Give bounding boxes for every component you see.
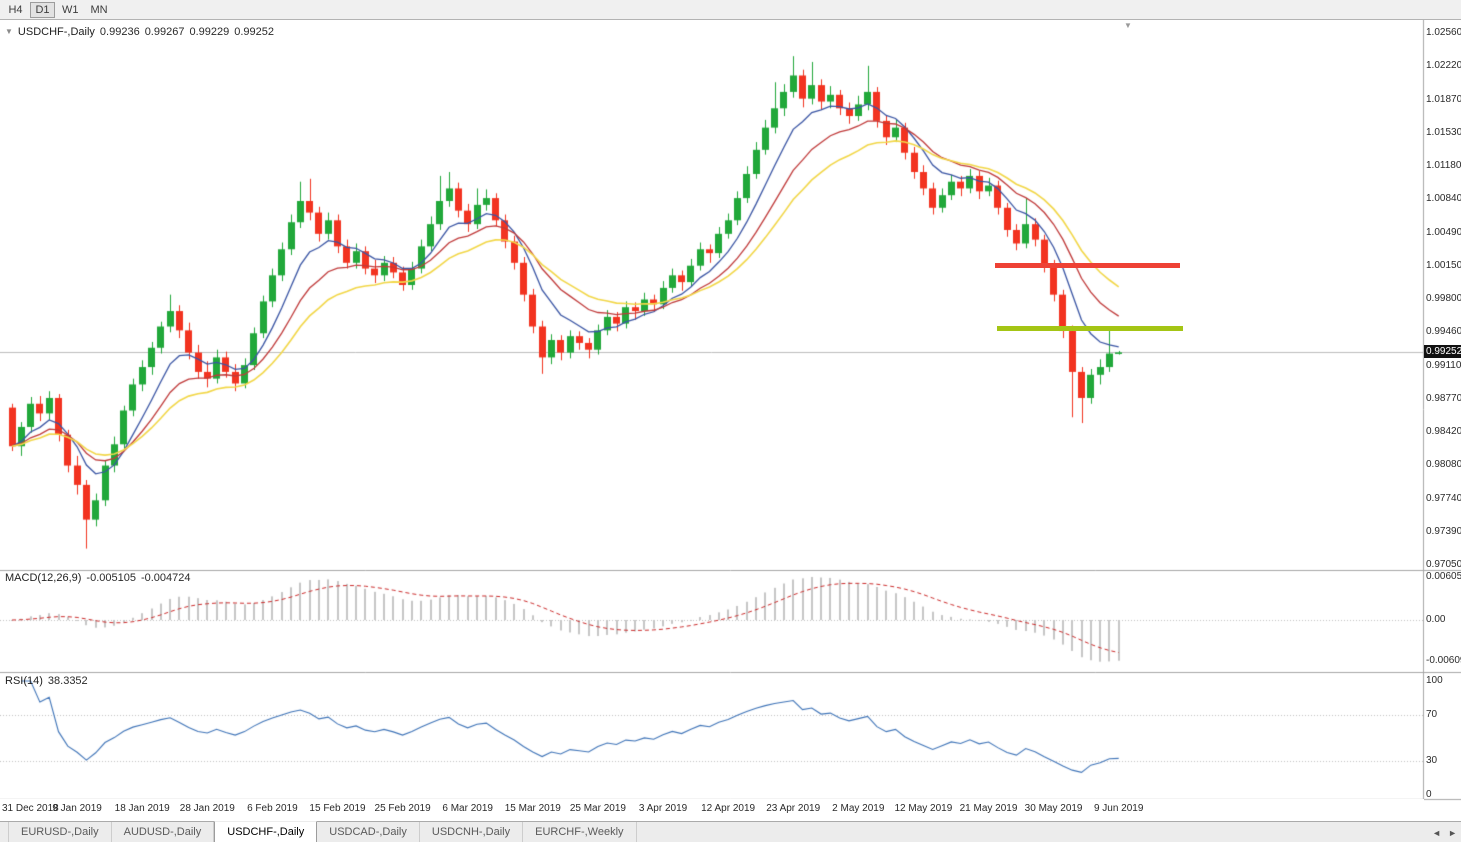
date-label: 15 Feb 2019 bbox=[309, 803, 366, 814]
price-axis-label: 1.01180 bbox=[1426, 160, 1461, 171]
date-label: 12 Apr 2019 bbox=[701, 803, 756, 814]
timeframe-toolbar: H4 D1 W1 MN bbox=[0, 0, 1461, 20]
rsi-axis-label: 100 bbox=[1426, 675, 1443, 686]
macd-main-value: -0.005105 bbox=[86, 572, 136, 584]
date-label: 28 Jan 2019 bbox=[179, 803, 235, 814]
date-label: 25 Feb 2019 bbox=[374, 803, 431, 814]
time-axis[interactable]: 31 Dec 2018 9 Jan 2019 18 Jan 2019 28 Jan 2… bbox=[0, 799, 1424, 821]
rsi-header: RSI(14) 38.3352 bbox=[5, 675, 88, 687]
timeframe-button-mn[interactable]: MN bbox=[90, 3, 108, 16]
date-label: 30 May 2019 bbox=[1024, 803, 1083, 814]
price-axis-label: 1.00840 bbox=[1426, 193, 1461, 205]
price-axis-label: 1.01870 bbox=[1426, 93, 1461, 105]
date-label: 23 Apr 2019 bbox=[766, 803, 821, 814]
date-label: 12 May 2019 bbox=[894, 803, 953, 814]
price-axis-label: 0.98770 bbox=[1426, 392, 1461, 404]
tab-eurusd-daily[interactable]: EURUSD-,Daily bbox=[8, 822, 112, 842]
price-axis-label: 1.00490 bbox=[1426, 226, 1461, 238]
price-axis-label: 0.97740 bbox=[1426, 492, 1461, 504]
chart-tab-bar: EURUSD-,Daily AUDUSD-,Daily USDCHF-,Daily U… bbox=[0, 821, 1461, 842]
price-axis-label: 0.99800 bbox=[1426, 293, 1461, 304]
date-label: 9 Jan 2019 bbox=[52, 803, 102, 814]
chart-header: ▼ USDCHF-,Daily 0.99236 0.99267 0.99229 … bbox=[5, 26, 274, 38]
resistance-line[interactable] bbox=[995, 263, 1180, 269]
macd-axis-label: 0.00 bbox=[1426, 614, 1446, 625]
price-axis-label: 1.02560 bbox=[1426, 27, 1461, 38]
macd-header: MACD(12,26,9) -0.005105 -0.004724 bbox=[5, 572, 191, 584]
date-label: 2 May 2019 bbox=[832, 803, 885, 814]
price-axis-label: 0.99110 bbox=[1426, 359, 1461, 371]
tab-scroll-right-icon[interactable]: ► bbox=[1448, 827, 1457, 838]
date-label: 21 May 2019 bbox=[959, 803, 1018, 814]
one-click-trading-arrow-icon[interactable]: ▼ bbox=[5, 27, 13, 36]
symbol-label: USDCHF-,Daily bbox=[17, 26, 95, 38]
tab-usdchf-daily[interactable]: USDCHF-,Daily bbox=[214, 821, 318, 842]
date-label: 9 Jun 2019 bbox=[1093, 803, 1144, 814]
macd-title: MACD(12,26,9) bbox=[5, 572, 82, 584]
rsi-value: 38.3352 bbox=[47, 675, 88, 687]
date-label: 31 Dec 2018 bbox=[2, 803, 59, 814]
tab-usdcad-daily[interactable]: USDCAD-,Daily bbox=[317, 822, 420, 842]
rsi-axis-label: 70 bbox=[1426, 709, 1438, 721]
macd-signal-value: -0.004724 bbox=[140, 572, 191, 584]
tab-audusd-daily[interactable]: AUDUSD-,Daily bbox=[112, 822, 215, 842]
tab-eurchf-weekly[interactable]: EURCHF-,Weekly bbox=[523, 822, 637, 842]
tab-scroll-nav: ◄ ► bbox=[1432, 822, 1457, 842]
chart-tabs: EURUSD-,Daily AUDUSD-,Daily USDCHF-,Daily U… bbox=[8, 821, 637, 842]
macd-axis[interactable]: 0.006058 0.00 -0.006096 bbox=[1424, 570, 1461, 672]
tab-scroll-left-icon[interactable]: ◄ bbox=[1432, 827, 1442, 838]
timeframe-button-group: H4 D1 W1 MN bbox=[3, 1, 113, 18]
timeframe-button-h4[interactable]: H4 bbox=[8, 3, 23, 16]
price-axis-label: 0.97050 bbox=[1426, 559, 1461, 570]
rsi-axis-label: 0 bbox=[1426, 789, 1432, 800]
timeframe-button-w1[interactable]: W1 bbox=[62, 3, 79, 16]
price-axis-label: 1.00150 bbox=[1426, 259, 1461, 271]
current-price-tag: 0.99252 bbox=[1424, 345, 1461, 359]
price-axis-label: 1.02220 bbox=[1426, 60, 1461, 72]
price-axis-label: 1.01530 bbox=[1426, 126, 1461, 138]
rsi-title: RSI(14) bbox=[5, 675, 43, 687]
price-axis-label: 0.98420 bbox=[1426, 426, 1461, 437]
price-axis[interactable]: 1.02560 1.02220 1.01870 1.01530 1.01180 1.008… bbox=[1424, 20, 1461, 570]
date-label: 6 Mar 2019 bbox=[442, 803, 493, 814]
ohlc-high: 0.99267 bbox=[144, 26, 185, 38]
date-label: 25 Mar 2019 bbox=[569, 803, 626, 814]
date-label: 6 Feb 2019 bbox=[247, 803, 298, 814]
ohlc-close: 0.99252 bbox=[234, 26, 274, 38]
date-label: 3 Apr 2019 bbox=[638, 803, 688, 814]
chart-shift-marker-icon[interactable]: ▼ bbox=[1124, 21, 1132, 30]
ohlc-low: 0.99229 bbox=[189, 26, 230, 38]
date-label: 18 Jan 2019 bbox=[114, 803, 170, 814]
rsi-axis-label: 30 bbox=[1426, 754, 1438, 766]
price-axis-label: 0.98080 bbox=[1426, 459, 1461, 471]
price-axis-label: 0.99460 bbox=[1426, 326, 1461, 338]
macd-axis-label: -0.006096 bbox=[1426, 655, 1461, 666]
macd-axis-label: 0.006058 bbox=[1426, 571, 1461, 582]
tab-usdcnh-daily[interactable]: USDCNH-,Daily bbox=[420, 822, 524, 842]
rsi-axis[interactable]: 100 70 30 0 bbox=[1424, 672, 1461, 800]
timeframe-button-d1[interactable]: D1 bbox=[30, 1, 55, 18]
support-line[interactable] bbox=[997, 325, 1183, 331]
chart-canvas[interactable] bbox=[0, 20, 1461, 821]
ohlc-open: 0.99236 bbox=[99, 26, 140, 38]
price-axis-label: 0.97390 bbox=[1426, 525, 1461, 537]
date-label: 15 Mar 2019 bbox=[504, 803, 561, 814]
